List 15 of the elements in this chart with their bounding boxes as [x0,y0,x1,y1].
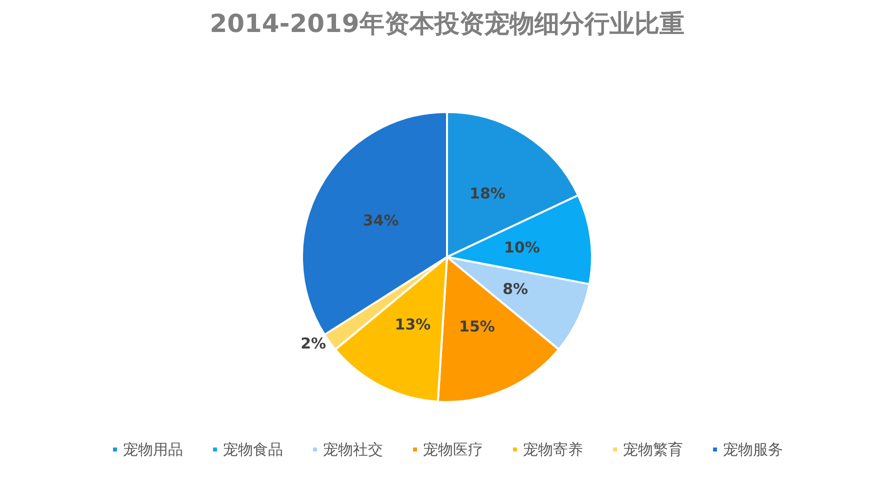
data-label: 18% [470,184,506,202]
data-label: 13% [394,315,431,334]
data-label: 8% [502,280,528,298]
chart-title: 2014-2019年资本投资宠物细分行业比重 [210,9,684,38]
legend-label: 宠物食品 [223,440,283,458]
legend-label: 宠物医疗 [423,440,483,458]
legend-label: 宠物社交 [323,440,383,458]
legend-label: 宠物繁育 [623,440,683,458]
legend-label: 宠物用品 [123,440,183,458]
legend-label: 宠物服务 [723,440,783,458]
data-label: 2% [300,334,326,352]
data-label: 15% [459,317,495,336]
data-label: 34% [362,212,399,230]
legend-label: 宠物寄养 [523,440,583,458]
data-label: 10% [504,238,540,257]
